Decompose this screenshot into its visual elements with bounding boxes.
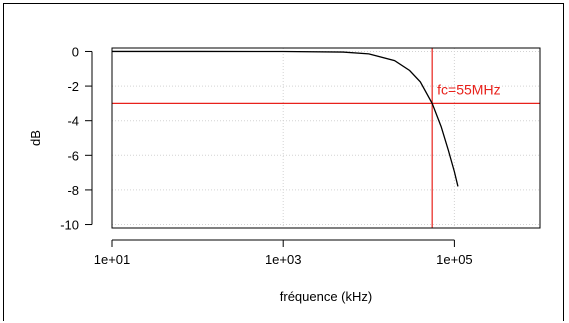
plot-area-box bbox=[111, 47, 541, 229]
cutoff-lines bbox=[112, 48, 540, 228]
x-tick-label: 1e+05 bbox=[436, 252, 473, 267]
y-tick-label: -8 bbox=[67, 183, 79, 198]
x-axis: 1e+01 1e+03 1e+05 bbox=[94, 239, 473, 267]
y-axis: 0 -2 -4 -6 -8 -10 bbox=[60, 44, 93, 233]
x-axis-label: fréquence (kHz) bbox=[280, 289, 372, 304]
cutoff-annotation: fc=55MHz bbox=[437, 81, 500, 97]
x-tick-label: 1e+01 bbox=[94, 252, 131, 267]
grid-lines bbox=[111, 48, 540, 228]
y-tick-label: -4 bbox=[67, 114, 79, 129]
attenuation-curve bbox=[112, 50, 459, 187]
y-tick-label: -6 bbox=[67, 148, 79, 163]
figure-frame bbox=[3, 3, 564, 321]
y-tick-label: -2 bbox=[67, 79, 79, 94]
y-tick-label: -10 bbox=[60, 218, 79, 233]
x-tick-label: 1e+03 bbox=[265, 252, 302, 267]
y-axis-label: dB bbox=[28, 130, 43, 146]
y-tick-label: 0 bbox=[72, 44, 79, 59]
